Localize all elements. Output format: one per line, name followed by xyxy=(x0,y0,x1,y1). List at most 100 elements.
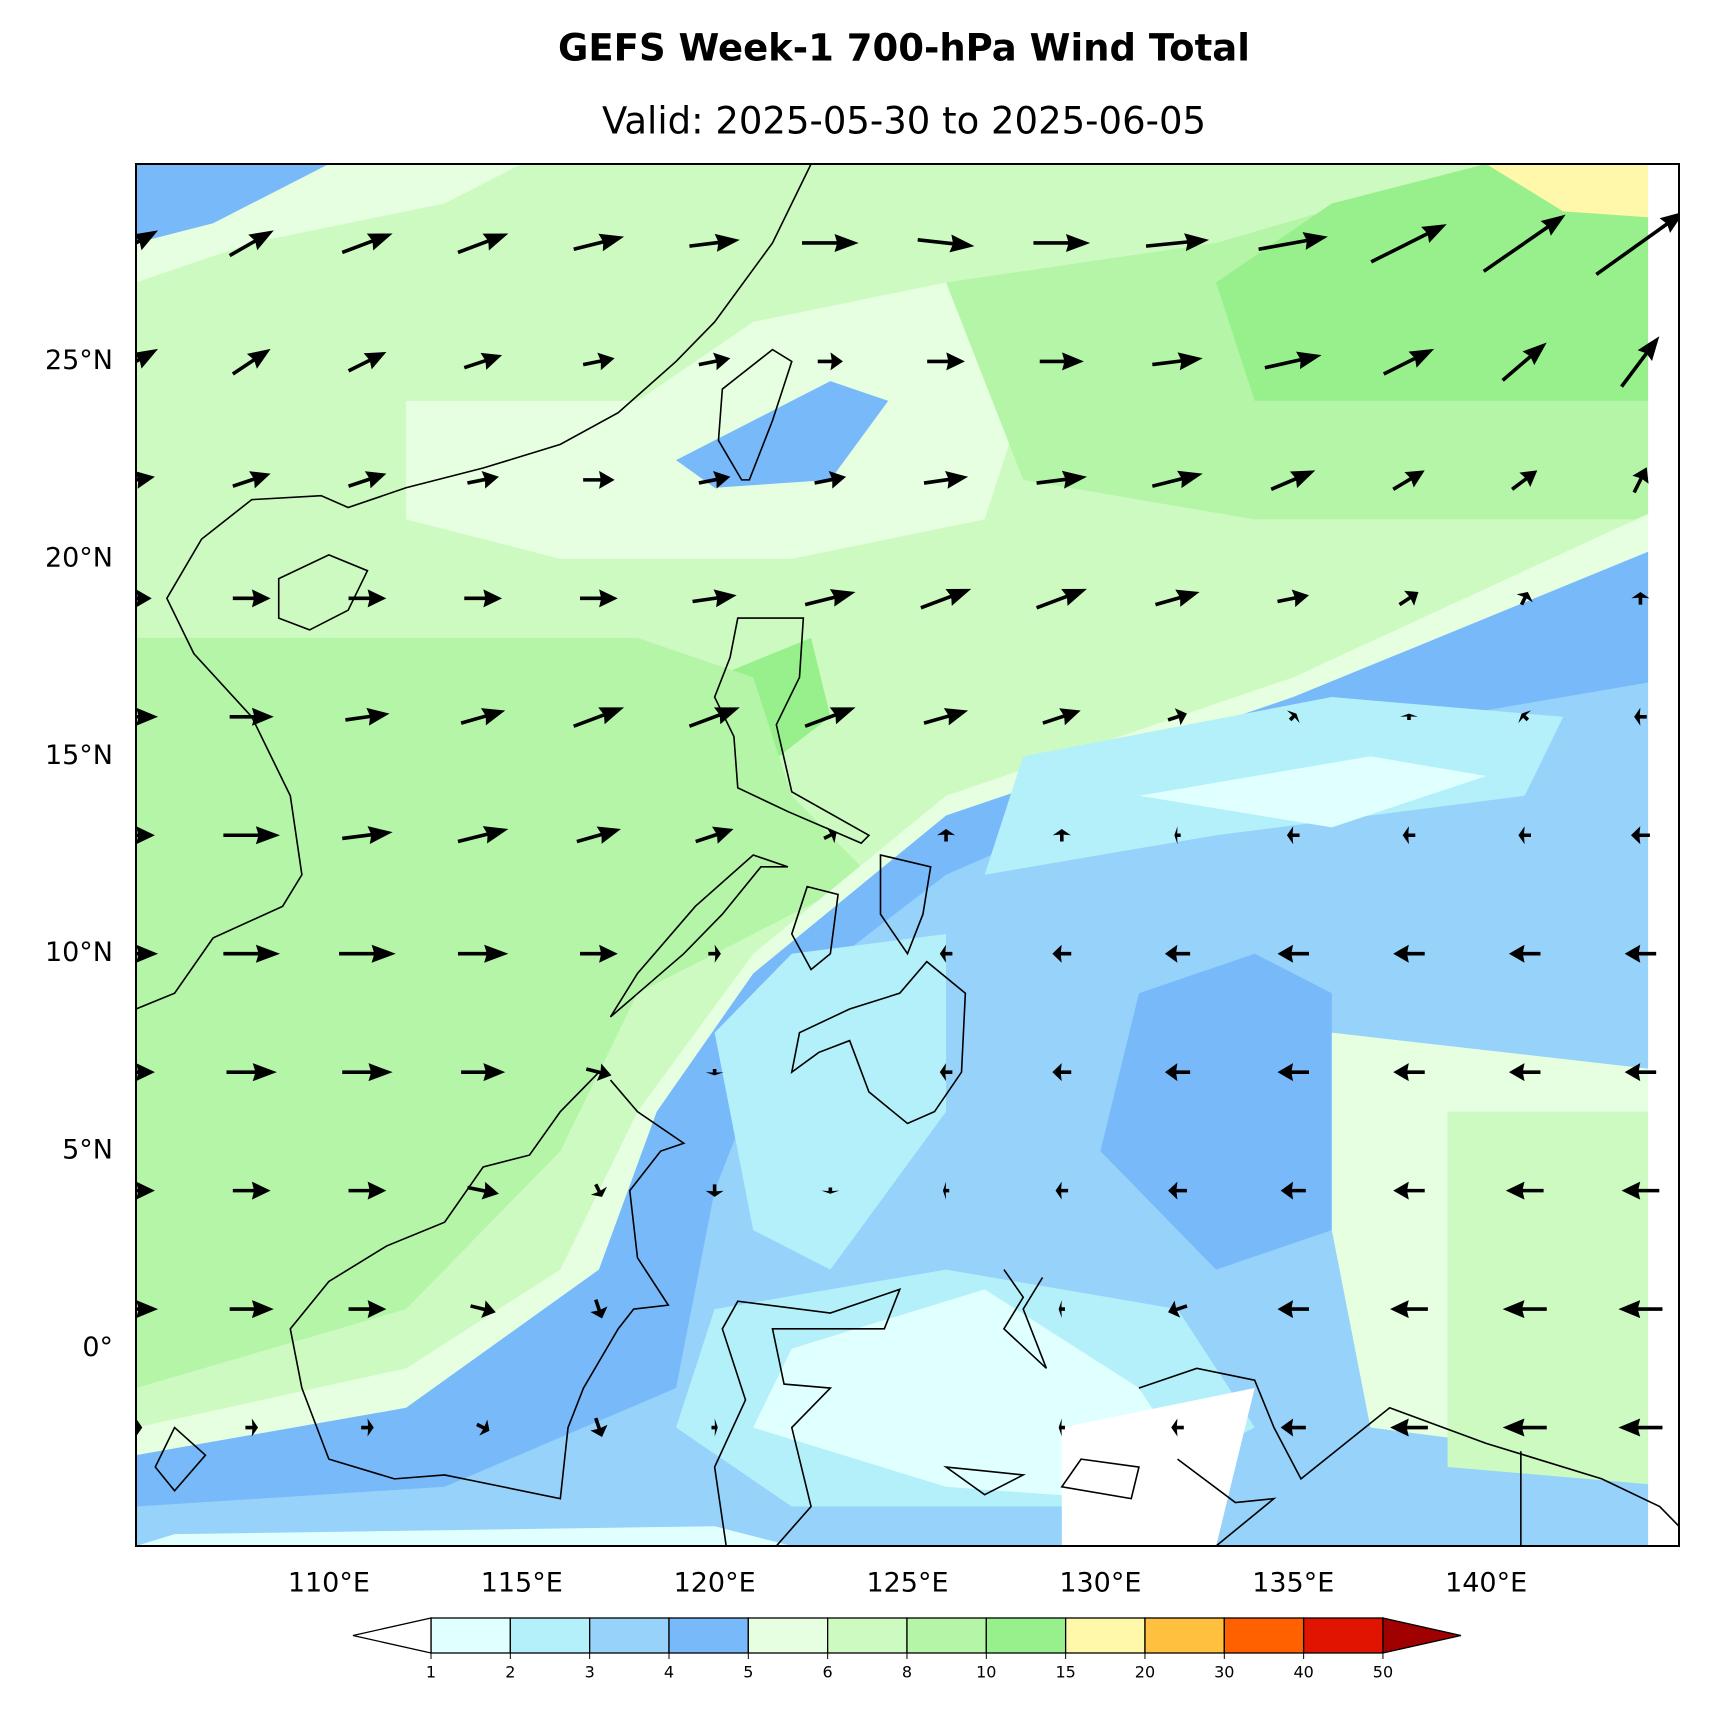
coastline xyxy=(713,1288,902,1546)
wind-arrow xyxy=(1035,588,1088,610)
wind-arrow-shape xyxy=(1518,826,1531,845)
wind-arrow xyxy=(1518,826,1531,845)
wind-arrow xyxy=(1621,1181,1660,1200)
wind-arrow xyxy=(804,707,856,728)
wind-arrow xyxy=(1280,1418,1306,1437)
wind-arrow-shape xyxy=(348,1181,387,1200)
wind-arrow-shape xyxy=(582,352,615,371)
coastline xyxy=(289,1071,686,1500)
wind-arrow xyxy=(802,233,859,252)
wind-arrow-shape xyxy=(1390,1418,1428,1437)
colorbar-label: 6 xyxy=(823,1663,833,1682)
wind-arrow xyxy=(1286,710,1300,724)
wind-arrow-shape xyxy=(1618,1300,1663,1319)
wind-arrow xyxy=(576,826,621,844)
wind-arrow-shape xyxy=(942,1181,950,1200)
wind-arrow-shape xyxy=(1505,1181,1544,1200)
wind-arrow-shape xyxy=(1154,589,1200,607)
shade xyxy=(136,1526,792,1546)
wind-arrow xyxy=(467,471,499,489)
wind-arrow xyxy=(347,471,387,489)
wind-arrow xyxy=(1390,1418,1428,1437)
wind-arrow xyxy=(457,944,509,963)
colorbar-label: 30 xyxy=(1214,1663,1234,1682)
wind-arrow xyxy=(585,1063,612,1081)
wind-arrow-shape xyxy=(1277,1063,1309,1082)
wind-arrow-shape xyxy=(688,707,740,728)
colorbar-label: 4 xyxy=(664,1663,674,1682)
wind-arrow xyxy=(923,470,969,489)
wind-arrow-shape xyxy=(1624,1063,1657,1082)
colorbar-label: 10 xyxy=(976,1663,996,1682)
wind-arrow-shape xyxy=(1164,944,1191,963)
wind-arrow xyxy=(821,1187,840,1194)
wind-arrow-shape xyxy=(461,1063,506,1082)
wind-arrow-shape xyxy=(1634,707,1647,726)
x-tick-label: 125°E xyxy=(866,1568,948,1599)
wind-arrow xyxy=(470,1300,496,1318)
wind-arrow xyxy=(1164,1063,1191,1082)
wind-arrow xyxy=(1393,1181,1425,1200)
wind-arrow xyxy=(1502,1418,1547,1437)
wind-arrow xyxy=(1036,470,1088,489)
wind-arrow-shape xyxy=(1039,352,1084,371)
shade xyxy=(1061,1388,1255,1546)
wind-arrow-shape xyxy=(1171,1418,1184,1437)
wind-arrow-shape xyxy=(1501,342,1547,382)
wind-arrow-shape xyxy=(711,1418,718,1437)
shade xyxy=(1216,164,1679,401)
wind-arrow-shape xyxy=(1511,470,1538,491)
wind-arrow-shape xyxy=(705,1069,724,1076)
coastline xyxy=(1177,1458,1277,1546)
shade xyxy=(714,933,947,1270)
coastline xyxy=(1060,1458,1140,1500)
wind-arrow-shape xyxy=(1393,1063,1425,1082)
wind-arrow xyxy=(689,233,740,252)
wind-arrow xyxy=(457,826,509,844)
wind-arrow xyxy=(361,1418,374,1437)
wind-arrow-shape xyxy=(580,589,618,608)
wind-arrow xyxy=(463,352,503,370)
wind-arrow xyxy=(705,1184,724,1197)
colorbar-box xyxy=(747,1617,829,1654)
wind-arrow xyxy=(573,233,625,252)
wind-arrow-shape xyxy=(342,1063,393,1082)
wind-arrow xyxy=(1052,1063,1072,1082)
y-tick-label: 10°N xyxy=(45,937,113,968)
wind-arrow-shape xyxy=(1618,1418,1663,1437)
wind-arrow xyxy=(232,1181,271,1200)
wind-arrow-shape xyxy=(1036,470,1088,489)
colorbar-box xyxy=(1302,1617,1384,1654)
wind-arrow-shape xyxy=(339,944,396,963)
wind-arrow-shape xyxy=(1631,592,1650,605)
coastline xyxy=(1138,1367,1679,1527)
wind-arrow-shape xyxy=(136,826,155,845)
shade xyxy=(1447,1111,1679,1487)
wind-arrow xyxy=(1399,713,1418,720)
wind-arrow-shape xyxy=(1052,944,1072,963)
wind-arrow-shape xyxy=(347,351,387,373)
wind-arrow xyxy=(580,944,618,963)
wind-arrow-shape xyxy=(590,1417,608,1437)
wind-arrow-shape xyxy=(136,589,152,608)
wind-arrow xyxy=(1033,233,1091,252)
wind-arrow xyxy=(232,589,271,608)
wind-arrow xyxy=(1624,944,1657,963)
wind-arrow-shape xyxy=(136,1300,159,1319)
wind-arrow-shape xyxy=(464,589,503,608)
wind-arrow-shape xyxy=(223,944,281,963)
wind-arrow xyxy=(457,233,509,255)
wind-arrow xyxy=(136,1063,155,1082)
colorbar-under xyxy=(352,1617,432,1654)
coastline xyxy=(713,617,871,845)
wind-arrow xyxy=(1595,211,1679,276)
wind-arrow-shape xyxy=(467,1181,499,1200)
wind-arrow-shape xyxy=(590,1299,608,1319)
wind-arrow-shape xyxy=(231,348,271,376)
wind-arrow xyxy=(348,1181,387,1200)
wind-arrow xyxy=(823,827,837,844)
wind-arrow-shape xyxy=(460,708,506,726)
wind-arrow-shape xyxy=(1393,1181,1425,1200)
wind-arrow-shape xyxy=(823,827,837,844)
colorbar-box xyxy=(827,1617,908,1654)
